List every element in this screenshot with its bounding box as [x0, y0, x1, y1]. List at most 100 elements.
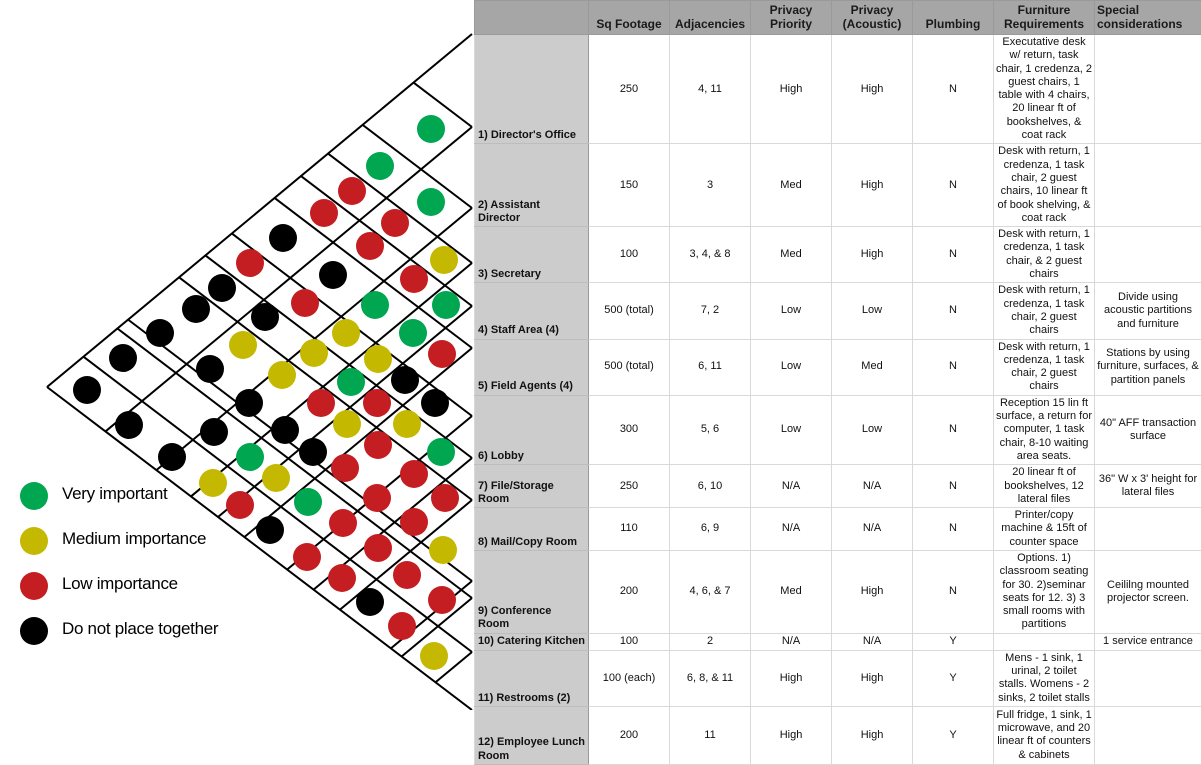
cell-privacy-priority[interactable]: Low — [751, 395, 832, 464]
cell-room-name[interactable]: 7) File/Storage Room — [475, 465, 589, 508]
cell-furniture-requirements[interactable]: Desk with return, 1 credenza, 1 task cha… — [994, 144, 1095, 227]
cell-privacy-acoustic[interactable]: Low — [832, 395, 913, 464]
cell-sq-footage[interactable]: 200 — [589, 706, 670, 764]
cell-special-considerations[interactable] — [1095, 144, 1201, 227]
cell-furniture-requirements[interactable] — [994, 633, 1095, 650]
cell-privacy-priority[interactable]: High — [751, 650, 832, 706]
cell-special-considerations[interactable]: 1 service entrance — [1095, 633, 1201, 650]
header-adjacencies[interactable]: Adjacencies — [670, 1, 751, 35]
cell-adjacencies[interactable]: 11 — [670, 706, 751, 764]
cell-sq-footage[interactable]: 500 (total) — [589, 339, 670, 395]
cell-furniture-requirements[interactable]: Printer/copy machine & 15ft of counter s… — [994, 508, 1095, 551]
cell-privacy-priority[interactable]: N/A — [751, 633, 832, 650]
cell-plumbing[interactable]: Y — [913, 706, 994, 764]
cell-privacy-acoustic[interactable]: High — [832, 144, 913, 227]
cell-adjacencies[interactable]: 6, 10 — [670, 465, 751, 508]
header-sq-footage[interactable]: Sq Footage — [589, 1, 670, 35]
cell-special-considerations[interactable]: 36" W x 3' height for lateral files — [1095, 465, 1201, 508]
cell-sq-footage[interactable]: 250 — [589, 35, 670, 144]
cell-privacy-acoustic[interactable]: High — [832, 650, 913, 706]
cell-plumbing[interactable]: Y — [913, 650, 994, 706]
cell-adjacencies[interactable]: 6, 8, & 11 — [670, 650, 751, 706]
header-plumbing[interactable]: Plumbing — [913, 1, 994, 35]
cell-room-name[interactable]: 8) Mail/Copy Room — [475, 508, 589, 551]
cell-special-considerations[interactable] — [1095, 227, 1201, 283]
cell-special-considerations[interactable]: Stations by using furniture, surfaces, &… — [1095, 339, 1201, 395]
cell-sq-footage[interactable]: 100 (each) — [589, 650, 670, 706]
cell-adjacencies[interactable]: 5, 6 — [670, 395, 751, 464]
cell-privacy-acoustic[interactable]: High — [832, 550, 913, 633]
cell-privacy-acoustic[interactable]: Med — [832, 339, 913, 395]
cell-furniture-requirements[interactable]: Desk with return, 1 credenza, 1 task cha… — [994, 227, 1095, 283]
cell-furniture-requirements[interactable]: Desk with return, 1 credenza, 1 task cha… — [994, 339, 1095, 395]
cell-room-name[interactable]: 5) Field Agents (4) — [475, 339, 589, 395]
cell-furniture-requirements[interactable]: 20 linear ft of bookshelves, 12 lateral … — [994, 465, 1095, 508]
cell-furniture-requirements[interactable]: Reception 15 lin ft surface, a return fo… — [994, 395, 1095, 464]
cell-plumbing[interactable]: Y — [913, 633, 994, 650]
cell-adjacencies[interactable]: 6, 9 — [670, 508, 751, 551]
cell-sq-footage[interactable]: 100 — [589, 227, 670, 283]
cell-privacy-priority[interactable]: Med — [751, 144, 832, 227]
cell-sq-footage[interactable]: 250 — [589, 465, 670, 508]
cell-privacy-acoustic[interactable]: High — [832, 227, 913, 283]
cell-adjacencies[interactable]: 4, 6, & 7 — [670, 550, 751, 633]
cell-adjacencies[interactable]: 2 — [670, 633, 751, 650]
cell-plumbing[interactable]: N — [913, 508, 994, 551]
cell-furniture-requirements[interactable]: Mens - 1 sink, 1 urinal, 2 toilet stalls… — [994, 650, 1095, 706]
cell-special-considerations[interactable] — [1095, 706, 1201, 764]
cell-sq-footage[interactable]: 100 — [589, 633, 670, 650]
cell-privacy-priority[interactable]: N/A — [751, 465, 832, 508]
header-privacy-acoustic[interactable]: Privacy(Acoustic) — [832, 1, 913, 35]
cell-room-name[interactable]: 10) Catering Kitchen — [475, 633, 589, 650]
cell-privacy-priority[interactable]: High — [751, 35, 832, 144]
cell-room-name[interactable]: 9) Conference Room — [475, 550, 589, 633]
cell-privacy-priority[interactable]: Low — [751, 283, 832, 339]
cell-adjacencies[interactable]: 6, 11 — [670, 339, 751, 395]
cell-plumbing[interactable]: N — [913, 283, 994, 339]
cell-sq-footage[interactable]: 200 — [589, 550, 670, 633]
cell-privacy-priority[interactable]: Med — [751, 550, 832, 633]
cell-plumbing[interactable]: N — [913, 339, 994, 395]
cell-privacy-acoustic[interactable]: N/A — [832, 465, 913, 508]
cell-room-name[interactable]: 2) Assistant Director — [475, 144, 589, 227]
cell-sq-footage[interactable]: 150 — [589, 144, 670, 227]
cell-plumbing[interactable]: N — [913, 35, 994, 144]
cell-privacy-priority[interactable]: Med — [751, 227, 832, 283]
cell-furniture-requirements[interactable]: Executative desk w/ return, task chair, … — [994, 35, 1095, 144]
cell-privacy-acoustic[interactable]: Low — [832, 283, 913, 339]
cell-privacy-priority[interactable]: N/A — [751, 508, 832, 551]
cell-privacy-acoustic[interactable]: High — [832, 35, 913, 144]
cell-privacy-priority[interactable]: High — [751, 706, 832, 764]
cell-privacy-acoustic[interactable]: N/A — [832, 633, 913, 650]
cell-room-name[interactable]: 3) Secretary — [475, 227, 589, 283]
cell-plumbing[interactable]: N — [913, 227, 994, 283]
cell-furniture-requirements[interactable]: Options. 1) classroom seating for 30. 2)… — [994, 550, 1095, 633]
cell-privacy-acoustic[interactable]: N/A — [832, 508, 913, 551]
cell-room-name[interactable]: 12) Employee Lunch Room — [475, 706, 589, 764]
cell-sq-footage[interactable]: 300 — [589, 395, 670, 464]
header-room[interactable] — [475, 1, 589, 35]
cell-adjacencies[interactable]: 7, 2 — [670, 283, 751, 339]
cell-plumbing[interactable]: N — [913, 144, 994, 227]
cell-special-considerations[interactable] — [1095, 650, 1201, 706]
cell-special-considerations[interactable]: Ceililng mounted projector screen. — [1095, 550, 1201, 633]
cell-special-considerations[interactable]: 40" AFF transaction surface — [1095, 395, 1201, 464]
cell-adjacencies[interactable]: 3 — [670, 144, 751, 227]
cell-adjacencies[interactable]: 3, 4, & 8 — [670, 227, 751, 283]
cell-sq-footage[interactable]: 500 (total) — [589, 283, 670, 339]
cell-room-name[interactable]: 11) Restrooms (2) — [475, 650, 589, 706]
cell-privacy-priority[interactable]: Low — [751, 339, 832, 395]
cell-room-name[interactable]: 4) Staff Area (4) — [475, 283, 589, 339]
cell-room-name[interactable]: 6) Lobby — [475, 395, 589, 464]
cell-sq-footage[interactable]: 110 — [589, 508, 670, 551]
cell-special-considerations[interactable] — [1095, 508, 1201, 551]
cell-adjacencies[interactable]: 4, 11 — [670, 35, 751, 144]
cell-special-considerations[interactable] — [1095, 35, 1201, 144]
cell-plumbing[interactable]: N — [913, 465, 994, 508]
cell-furniture-requirements[interactable]: Full fridge, 1 sink, 1 microwave, and 20… — [994, 706, 1095, 764]
cell-privacy-acoustic[interactable]: High — [832, 706, 913, 764]
cell-plumbing[interactable]: N — [913, 550, 994, 633]
